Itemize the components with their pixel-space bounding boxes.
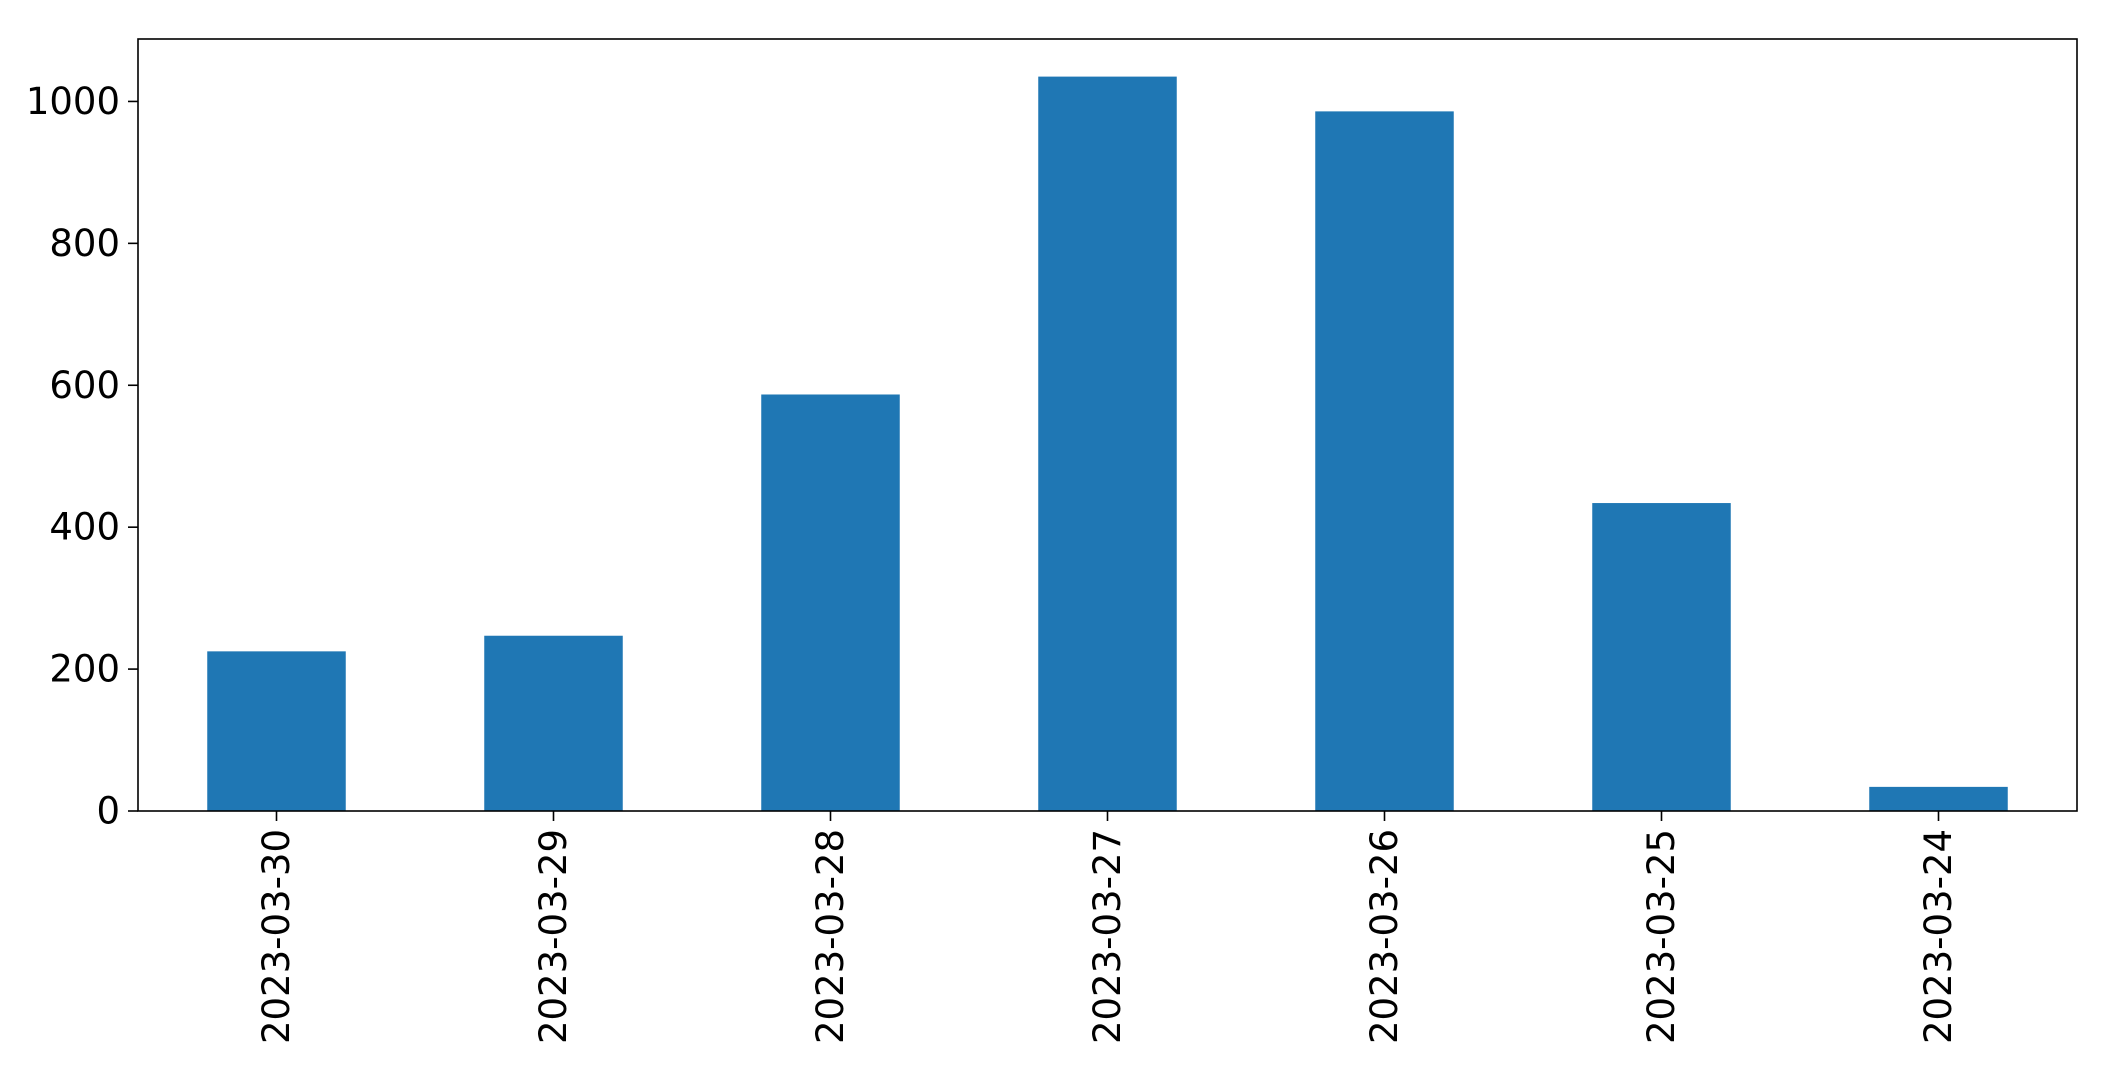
x-axis: 2023-03-30 2023-03-29 2023-03-28 2023-03-27… (255, 811, 1960, 1044)
bar-2023-03-27 (1038, 76, 1177, 811)
x-tick-label: 2023-03-26 (1363, 829, 1406, 1044)
y-tick-label: 800 (49, 222, 120, 265)
bar-2023-03-28 (761, 394, 900, 811)
y-axis: 0 200 400 600 800 1000 (26, 80, 138, 833)
y-tick-label: 0 (96, 790, 120, 833)
bar-2023-03-24 (1869, 786, 2008, 811)
x-tick-label: 2023-03-28 (809, 829, 852, 1044)
bar-2023-03-25 (1592, 503, 1731, 811)
x-tick-label: 2023-03-30 (255, 829, 298, 1044)
y-tick-label: 1000 (26, 80, 120, 123)
bars-layer (207, 76, 2008, 811)
x-tick-label: 2023-03-29 (532, 829, 575, 1044)
x-tick-label: 2023-03-25 (1640, 829, 1683, 1044)
y-tick-label: 200 (49, 648, 120, 691)
y-tick-label: 600 (49, 364, 120, 407)
x-tick-label: 2023-03-27 (1086, 829, 1129, 1044)
plot-area-frame (137, 38, 2078, 812)
bar-2023-03-29 (484, 635, 623, 811)
bar-2023-03-30 (207, 651, 346, 811)
x-tick-label: 2023-03-24 (1917, 829, 1960, 1044)
y-tick-label: 400 (49, 506, 120, 549)
bar-2023-03-26 (1315, 111, 1454, 811)
